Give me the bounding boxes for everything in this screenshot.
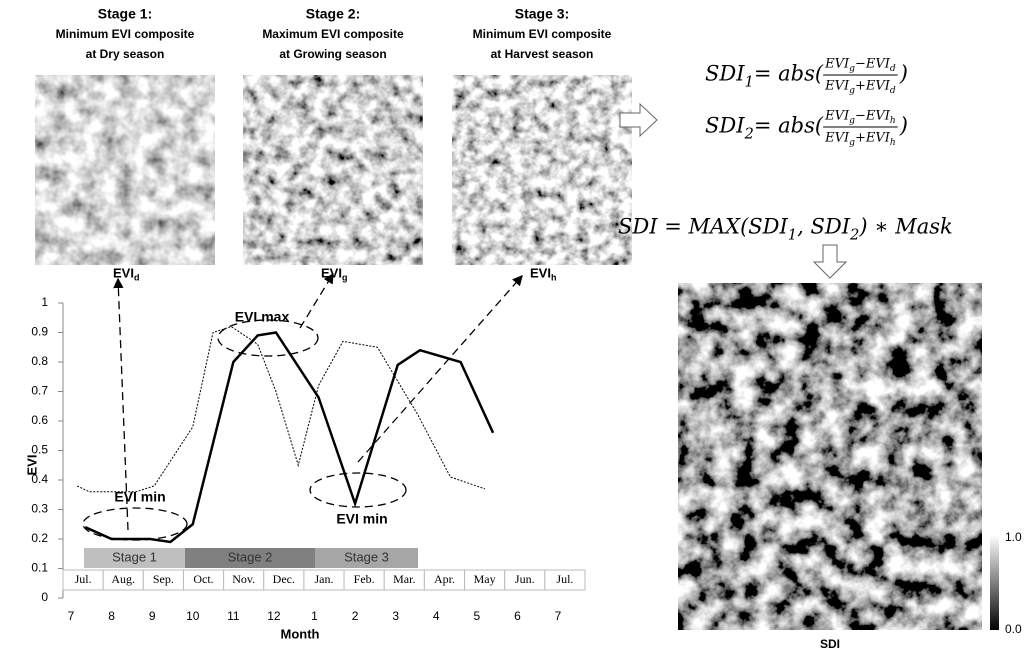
- equation-sub: 2: [849, 226, 859, 243]
- x-tick-label: 2: [352, 609, 359, 623]
- equation-text: EVI: [824, 79, 850, 94]
- equation-text: SDI = MAX(SDI: [618, 215, 788, 239]
- stage-title: Minimum EVI composite: [56, 27, 195, 41]
- equation-text: −EVI: [855, 57, 891, 72]
- y-tick-label: 0.3: [31, 502, 48, 516]
- equation-sub: 1: [788, 226, 797, 243]
- month-label: Jan.: [315, 572, 334, 586]
- x-tick-label: 11: [227, 609, 240, 623]
- month-label: Aug.: [111, 572, 135, 586]
- equation-sub: 1: [745, 73, 754, 90]
- annotation: EVI min: [336, 511, 387, 527]
- image-label-sub: h: [551, 272, 557, 282]
- equation-text: −EVI: [855, 109, 891, 124]
- image-label: EVI: [321, 265, 342, 280]
- colorbar-label: 1.0: [1005, 530, 1022, 544]
- annotation: EVI max: [235, 309, 290, 325]
- colorbar: [990, 535, 999, 630]
- month-label: Mar.: [393, 572, 415, 586]
- arrow: [358, 276, 522, 462]
- y-axis-label: EVI: [24, 455, 39, 476]
- stage-title: Maximum EVI composite: [262, 27, 404, 41]
- equation-text: EVI: [824, 57, 850, 72]
- stage-label: Stage 1: [112, 549, 157, 564]
- stage-label: Stage 3: [344, 549, 389, 564]
- equation-sub: d: [890, 86, 896, 96]
- x-tick-label: 6: [514, 609, 521, 623]
- sdi-image: [678, 283, 982, 630]
- satellite-image: [35, 75, 215, 265]
- y-tick-label: 0.9: [31, 325, 48, 339]
- x-tick-label: 7: [555, 609, 562, 623]
- ellipse: [218, 320, 318, 356]
- y-tick-label: 0.6: [31, 413, 48, 427]
- image-label: EVI: [530, 265, 551, 280]
- month-label: Jun.: [515, 572, 535, 586]
- x-tick-label: 4: [433, 609, 440, 623]
- equation-text: +EVI: [855, 79, 891, 94]
- x-tick-label: 7: [68, 609, 75, 623]
- y-tick-label: 0.2: [31, 531, 48, 545]
- equation-sub: 2: [744, 125, 754, 142]
- stage-title: at Growing season: [279, 47, 386, 61]
- equation-text: SDI: [705, 62, 745, 86]
- month-label: Nov.: [232, 572, 255, 586]
- x-tick-label: 8: [108, 609, 115, 623]
- equation-text: EVI: [824, 131, 850, 146]
- satellite-image: [243, 75, 423, 265]
- x-tick-label: 5: [473, 609, 480, 623]
- image-label-sub: d: [134, 272, 140, 282]
- y-tick-label: 0.7: [31, 384, 48, 398]
- month-label: Dec.: [273, 572, 295, 586]
- month-label: Jul.: [75, 572, 92, 586]
- equation-text: EVI: [824, 109, 850, 124]
- stage-title: at Harvest season: [491, 47, 594, 61]
- y-tick-label: 0.8: [31, 354, 48, 368]
- image-label-sub: g: [342, 272, 348, 282]
- image-label: EVI: [113, 265, 134, 280]
- colorbar-label: 0.0: [1005, 622, 1022, 636]
- equation-text: , SDI: [797, 215, 851, 239]
- equation-text: = abs(: [754, 114, 824, 138]
- equation-text: ): [899, 62, 908, 86]
- x-axis-label: Month: [281, 626, 320, 641]
- stage-title: Stage 2:: [306, 6, 360, 22]
- figure: Stage 1: Minimum EVI composite at Dry seas…: [0, 0, 1030, 655]
- equation-text: ): [899, 114, 908, 138]
- stage-title: Minimum EVI composite: [473, 27, 612, 41]
- equation-text: = abs(: [754, 62, 824, 86]
- equation-text: ) ∗ Mask: [858, 215, 952, 239]
- equation-sub: d: [890, 64, 896, 74]
- stage-title: Stage 1:: [98, 6, 152, 22]
- month-label: Apr.: [434, 572, 455, 586]
- y-tick-label: 0.1: [31, 561, 48, 575]
- month-label: Feb.: [354, 572, 375, 586]
- month-label: Sep.: [153, 572, 174, 586]
- ellipse: [83, 508, 187, 540]
- x-tick-label: 10: [186, 609, 200, 623]
- sdi-label: SDI: [820, 637, 840, 651]
- equation-sub: h: [890, 138, 896, 148]
- stage-title: at Dry season: [86, 47, 165, 61]
- stage-title: Stage 3:: [515, 6, 569, 22]
- arrow-down: [814, 245, 846, 278]
- data-line: [85, 333, 493, 542]
- stage-label: Stage 2: [228, 549, 273, 564]
- equation-text: SDI: [705, 114, 745, 138]
- equation-sub: h: [890, 116, 896, 126]
- month-label: Oct.: [193, 572, 213, 586]
- satellite-image: [452, 75, 632, 265]
- arrow: [300, 274, 333, 328]
- y-tick-label: 0: [41, 590, 48, 604]
- equation-text: +EVI: [855, 131, 891, 146]
- month-label: May: [474, 572, 496, 586]
- x-tick-label: 9: [149, 609, 156, 623]
- y-tick-label: 1: [41, 295, 48, 309]
- x-tick-label: 3: [392, 609, 399, 623]
- x-tick-label: 1: [311, 609, 318, 623]
- x-tick-label: 12: [267, 609, 281, 623]
- annotation: EVI min: [114, 489, 165, 505]
- month-label: Jul.: [556, 572, 573, 586]
